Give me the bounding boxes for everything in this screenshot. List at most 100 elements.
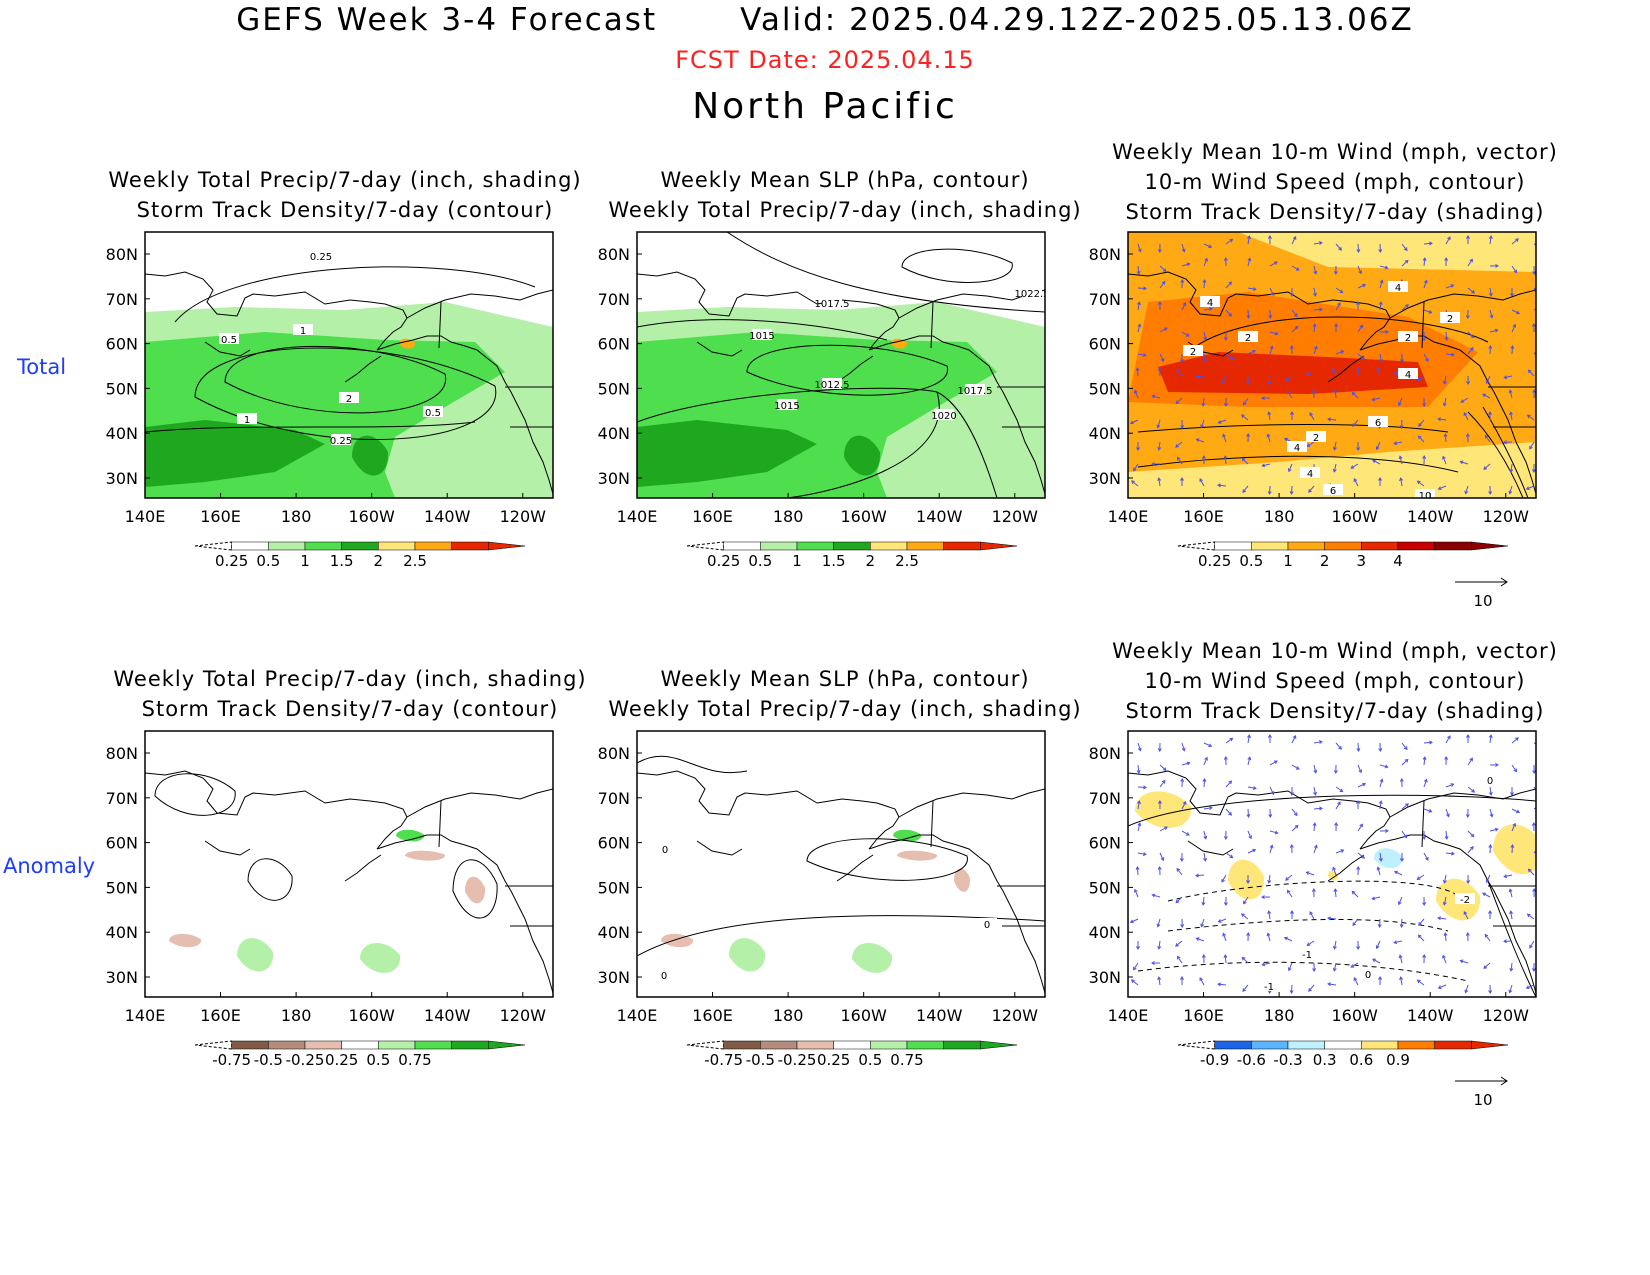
wind-vector	[1200, 419, 1205, 428]
contour-label-bg	[219, 333, 239, 344]
panel-title-anom-precip: Weekly Total Precip/7-day (inch, shading…	[113, 667, 587, 721]
wind-vector	[1444, 433, 1447, 443]
wind-vector	[1372, 397, 1381, 401]
wind-vector	[1332, 368, 1337, 377]
colorbar-label: 0.25	[325, 1051, 358, 1069]
wind-vector-head	[1204, 257, 1208, 262]
wind-vector	[1268, 412, 1271, 421]
wind-vector	[1533, 308, 1536, 311]
wind-vector-head	[1175, 899, 1180, 904]
wind-vector-head	[1489, 813, 1494, 818]
wind-vector-head	[1229, 355, 1234, 360]
y-tick-label: 40N	[106, 923, 138, 942]
wind-vector-head	[1292, 734, 1297, 739]
wind-vector	[1308, 984, 1315, 992]
wind-vector	[1353, 977, 1359, 986]
wind-vector-head	[1143, 286, 1147, 291]
colorbar-swatch	[341, 1040, 379, 1050]
wind-vector	[1417, 480, 1425, 487]
wind-vector-head	[1266, 932, 1271, 937]
wind-vector-head	[1208, 244, 1213, 249]
shading-region	[399, 338, 416, 349]
wind-vector	[1137, 764, 1140, 774]
wind-vector-head	[1385, 329, 1389, 334]
wind-vector-head	[1203, 857, 1207, 862]
x-tick-label: 140W	[1407, 1006, 1454, 1025]
wind-vector	[1511, 345, 1514, 355]
wind-vector	[1401, 742, 1408, 750]
wind-vector-head	[1376, 367, 1381, 372]
colorbar-swatch	[760, 541, 798, 551]
wind-vector	[1157, 419, 1161, 428]
wind-vector	[1379, 353, 1382, 362]
colorbar-swatch	[723, 541, 761, 551]
wind-vector	[1400, 419, 1403, 429]
wind-vector-head	[1318, 241, 1323, 246]
wind-vector-head	[1510, 345, 1515, 349]
wind-vector-head	[1163, 826, 1168, 830]
contour-label-bg	[1368, 416, 1388, 427]
wind-vector-head	[1157, 866, 1162, 870]
wind-vector	[1529, 441, 1535, 450]
wind-vector	[1181, 263, 1190, 267]
wind-vector	[1489, 309, 1493, 318]
wind-vector	[1443, 896, 1447, 905]
wind-vector-head	[1376, 866, 1381, 871]
wind-vector-head	[1223, 257, 1228, 261]
wind-vector	[1247, 757, 1251, 766]
wind-vector-head	[1228, 811, 1232, 816]
wind-vector	[1181, 302, 1187, 311]
wind-vector-head	[1287, 967, 1292, 972]
wind-vector	[1511, 324, 1516, 333]
wind-vector-head	[1422, 836, 1427, 840]
wind-vector	[1203, 852, 1206, 861]
wind-vector-head	[1267, 235, 1272, 239]
colorbar-label: -0.25	[778, 1051, 817, 1069]
wind-vector	[1313, 845, 1318, 854]
wind-vector-head	[1309, 412, 1313, 417]
wind-vector-head	[1162, 268, 1167, 273]
wind-vector	[1225, 737, 1233, 744]
coastline	[1421, 301, 1425, 349]
wind-vector-head	[1135, 367, 1140, 371]
row-label-total: Total	[17, 355, 67, 379]
wind-vector	[1335, 302, 1341, 311]
wind-vector	[1247, 309, 1250, 319]
wind-vector-head	[1160, 857, 1165, 862]
colorbar-swatch	[906, 541, 944, 551]
colorbar-swatch	[268, 541, 306, 551]
colorbar-low-end	[686, 1040, 725, 1050]
contour-label-bg	[822, 297, 842, 308]
wind-vector-head	[1484, 933, 1489, 938]
wind-vector-head	[1163, 327, 1168, 331]
wind-vector	[1203, 279, 1206, 289]
wind-vector-head	[1516, 310, 1521, 315]
wind-vector-head	[1444, 836, 1449, 840]
wind-vector	[1445, 808, 1450, 817]
wind-vector-head	[1465, 814, 1470, 818]
colorbar-label: 1.5	[822, 552, 846, 570]
wind-vector	[1352, 419, 1359, 427]
wind-vector-head	[1267, 734, 1272, 738]
wind-vector-head	[1423, 279, 1428, 284]
panel-title-total-wind: Weekly Mean 10-m Wind (mph, vector) 10-m …	[1112, 140, 1558, 224]
wind-vector-head	[1385, 828, 1389, 833]
wind-vector-head	[1136, 447, 1140, 451]
wind-vector-head	[1286, 390, 1291, 395]
wind-vector	[1483, 463, 1491, 470]
coastline	[204, 341, 251, 357]
colorbar-label: 0.9	[1386, 1051, 1410, 1069]
wind-vector	[1224, 455, 1227, 465]
wind-vector-head	[1130, 480, 1135, 485]
wind-vector	[1313, 323, 1316, 333]
colorbar-swatch	[943, 1040, 981, 1050]
colorbar-swatch	[1251, 541, 1289, 551]
wind-vector	[1291, 764, 1300, 770]
wind-vector	[1486, 874, 1491, 883]
wind-vector-head	[1228, 312, 1232, 317]
wind-vector	[1222, 434, 1227, 443]
wind-vector	[1291, 326, 1299, 333]
wind-vector	[1376, 940, 1381, 949]
wind-vector	[1175, 940, 1183, 947]
wind-vector	[1313, 308, 1323, 311]
